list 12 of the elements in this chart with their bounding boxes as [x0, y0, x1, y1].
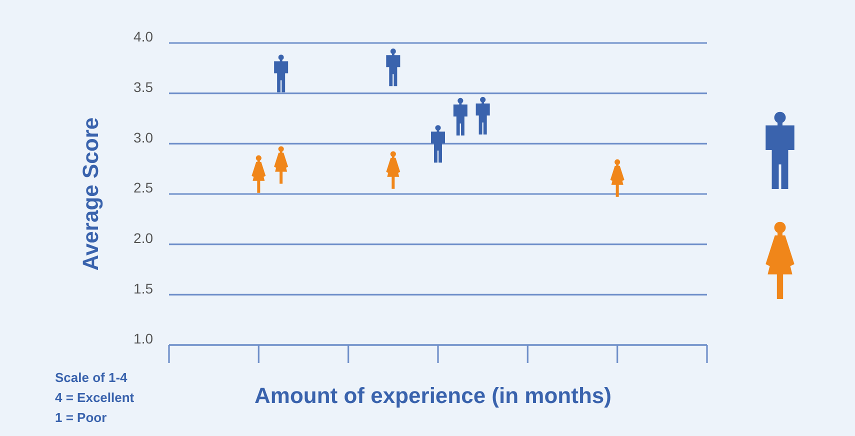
x-axis-title: Amount of experience (in months) — [254, 383, 612, 408]
y-tick-label: 1.5 — [134, 280, 154, 296]
y-tick-label: 4.0 — [134, 28, 154, 45]
y-tick-label: 3.0 — [134, 129, 154, 146]
y-tick-label: 3.5 — [134, 78, 154, 95]
y-tick-label: 2.0 — [134, 230, 154, 246]
text: 1 = Poor — [55, 410, 107, 425]
y-tick-label: 1.0 — [134, 330, 154, 347]
text: Scale of 1-4 — [55, 370, 128, 385]
y-axis-title: Average Score — [78, 117, 103, 271]
text: 4 = Excellent — [55, 390, 135, 405]
y-tick-label: 2.5 — [134, 180, 154, 196]
